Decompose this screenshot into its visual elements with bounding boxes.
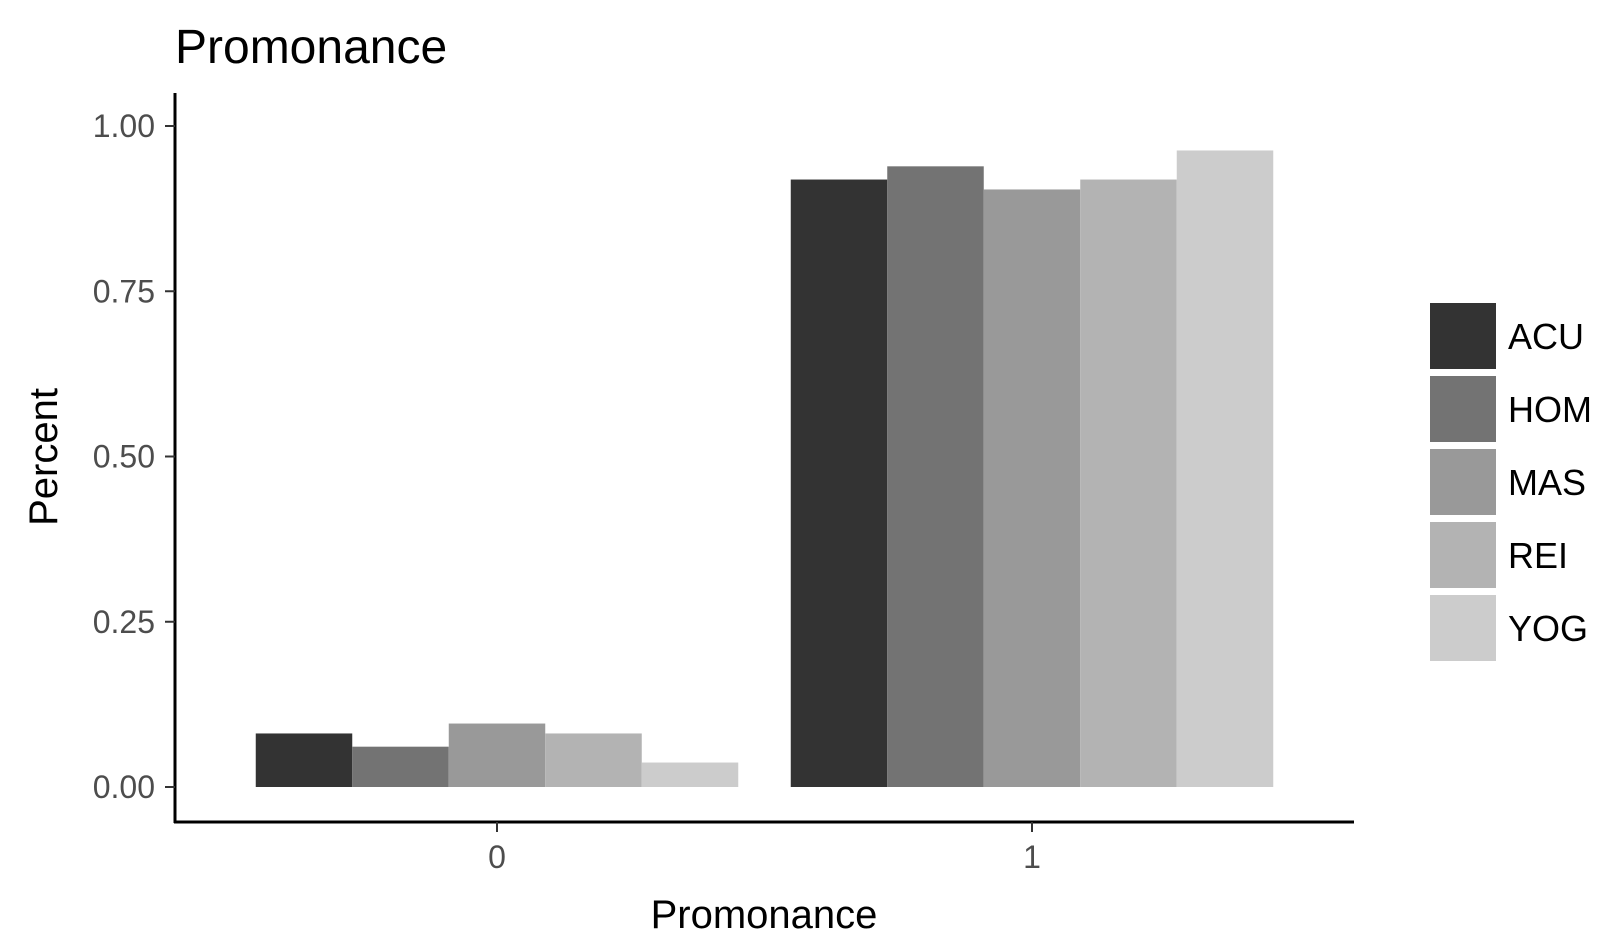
y-tick-label: 0.75 bbox=[93, 273, 155, 309]
x-axis-title: Promonance bbox=[651, 893, 878, 936]
legend-label-acu: ACU bbox=[1508, 316, 1584, 357]
legend-label-rei: REI bbox=[1508, 535, 1568, 576]
legend-label-hom: HOM bbox=[1508, 389, 1592, 430]
legend-label-mas: MAS bbox=[1508, 462, 1586, 503]
y-axis-ticks: 0.00 0.25 0.50 0.75 1.00 bbox=[93, 108, 175, 805]
x-tick-label: 1 bbox=[1023, 839, 1041, 875]
bar-acu-0 bbox=[255, 733, 353, 787]
y-tick-label: 0.00 bbox=[93, 769, 155, 805]
bars-group bbox=[255, 150, 1274, 788]
y-tick-label: 0.50 bbox=[93, 439, 155, 475]
y-axis-title: Percent bbox=[22, 388, 66, 526]
legend-key-rei bbox=[1430, 522, 1496, 588]
bar-acu-1 bbox=[790, 179, 888, 788]
bar-rei-1 bbox=[1080, 179, 1177, 788]
legend-key-mas bbox=[1430, 449, 1496, 515]
legend-label-yog: YOG bbox=[1508, 608, 1588, 649]
bar-hom-0 bbox=[352, 746, 449, 787]
y-tick-label: 1.00 bbox=[93, 108, 155, 144]
bar-yog-1 bbox=[1176, 150, 1274, 787]
bar-hom-1 bbox=[887, 166, 984, 787]
legend-key-yog bbox=[1430, 595, 1496, 661]
legend-key-acu bbox=[1430, 303, 1496, 369]
bar-mas-1 bbox=[983, 189, 1081, 787]
x-tick-label: 0 bbox=[488, 839, 506, 875]
bar-yog-0 bbox=[641, 762, 739, 787]
chart-title: Promonance bbox=[175, 21, 447, 74]
y-tick-label: 0.25 bbox=[93, 604, 155, 640]
legend: ACU HOM MAS REI YOG bbox=[1430, 303, 1592, 661]
bar-rei-0 bbox=[545, 733, 642, 787]
bar-mas-0 bbox=[448, 723, 546, 787]
legend-key-hom bbox=[1430, 376, 1496, 442]
